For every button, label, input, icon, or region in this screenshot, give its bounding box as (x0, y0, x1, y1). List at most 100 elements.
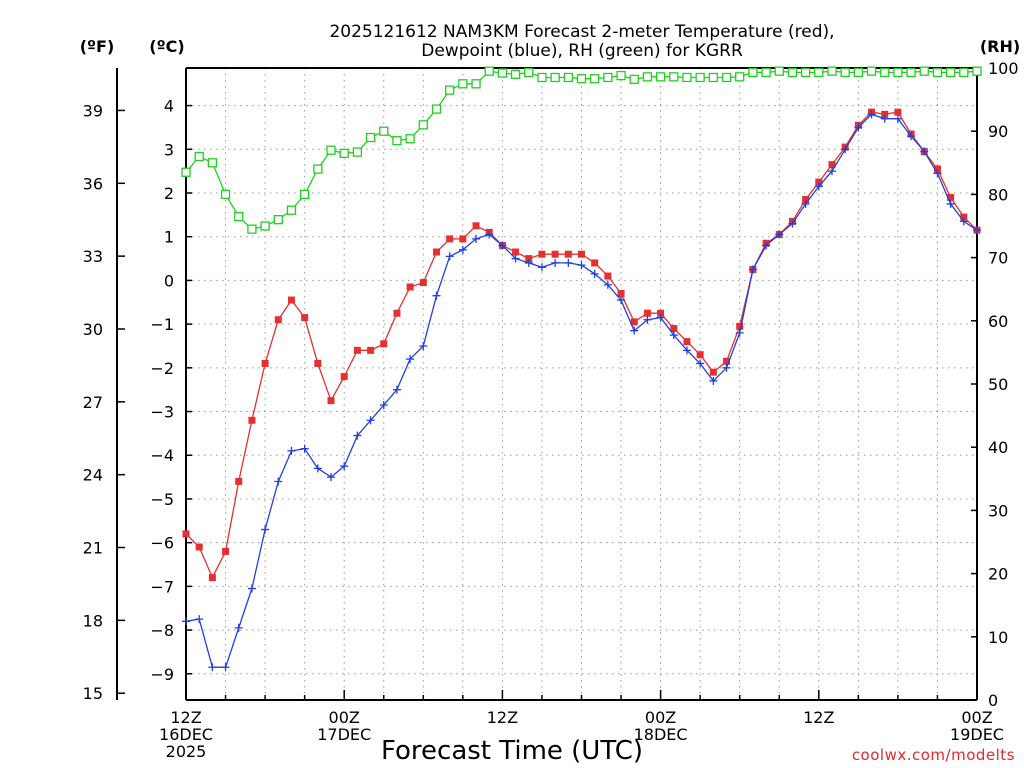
celsius-tick-label: −8 (150, 621, 174, 640)
rh-tick-label: 80 (988, 185, 1008, 204)
temperature-point (419, 279, 427, 287)
rh-point (194, 151, 204, 162)
temperature-point (340, 373, 348, 381)
dewpoint-point (630, 326, 639, 335)
dewpoint-point (880, 114, 889, 123)
rh-line (185, 70, 978, 230)
temperature-point (564, 250, 572, 258)
temperature-point (828, 161, 836, 169)
temperature-point (696, 351, 704, 359)
temperature-point (538, 250, 546, 258)
temperature-point (709, 368, 717, 376)
temperature-point (248, 416, 256, 424)
dewpoint-point (735, 328, 744, 337)
rh-point (510, 69, 521, 79)
celsius-unit-label: (ºC) (149, 37, 184, 56)
rh-point (484, 66, 494, 76)
rh-point (458, 79, 468, 89)
temperature-point (512, 248, 520, 256)
rh-tick-label: 10 (988, 628, 1008, 647)
dewpoint-point (524, 258, 533, 267)
rh-point (761, 67, 771, 78)
temperature-point (551, 250, 559, 258)
dewpoint-point (617, 296, 626, 305)
dewpoint-point (313, 464, 322, 473)
rh-point (497, 68, 508, 78)
rh-point (629, 74, 639, 85)
temperature-point (314, 359, 322, 367)
dewpoint-point (485, 230, 494, 239)
dewpoint-point (854, 123, 863, 132)
celsius-tick-label: 3 (164, 140, 174, 159)
temperature-point (274, 316, 282, 324)
dewpoint-point (643, 315, 652, 324)
x-tick-label: 00Z (645, 708, 676, 727)
dewpoint-point (709, 376, 718, 385)
rh-point (352, 147, 363, 157)
fahrenheit-tick-label: 21 (83, 539, 103, 558)
dewpoint-point (590, 269, 599, 278)
dewpoint-point (208, 663, 217, 672)
celsius-tick-label: 2 (164, 184, 174, 203)
x-tick-label: 12Z (803, 708, 834, 727)
rh-point (590, 74, 600, 84)
rh-point (220, 189, 231, 200)
rh-point (880, 67, 890, 78)
temperature-point (208, 574, 216, 582)
temperature-point (353, 346, 361, 354)
temperature-point (301, 314, 309, 322)
chart-title-line-1: 2025121612 NAM3KM Forecast 2-meter Tempe… (329, 22, 834, 42)
dewpoint-point (392, 385, 401, 394)
dewpoint-point (920, 147, 929, 156)
rh-point (550, 72, 560, 83)
dewpoint-point (537, 263, 546, 272)
temperature-point (657, 309, 665, 317)
dewpoint-point (775, 230, 784, 239)
rh-point (260, 221, 270, 231)
dewpoint-point (498, 241, 507, 250)
temperature-point (630, 318, 638, 326)
dewpoint-point (959, 217, 968, 226)
rh-point (286, 205, 297, 215)
temperature-point (459, 235, 467, 243)
rh-point (392, 136, 402, 146)
rh-point (827, 66, 837, 76)
dewpoint-point (788, 219, 797, 228)
dewpoint-point (247, 584, 256, 593)
temperature-point (643, 309, 651, 317)
celsius-tick-label: −2 (150, 359, 174, 378)
rh-point (669, 72, 679, 82)
dewpoint-point (472, 234, 481, 243)
dewpoint-point (946, 199, 955, 208)
fahrenheit-unit-label: (ºF) (80, 37, 115, 56)
temperature-point (327, 397, 335, 405)
rh-tick-label: 60 (988, 312, 1008, 331)
celsius-tick-label: −4 (150, 446, 174, 465)
rh-point (866, 66, 877, 76)
rh-point (655, 72, 666, 82)
dewpoint-point (973, 226, 981, 235)
dewpoint-point (827, 167, 836, 176)
rh-point (247, 224, 257, 234)
rh-point (959, 67, 969, 78)
rh-unit-label: (RH) (980, 37, 1020, 56)
temperature-point (446, 235, 454, 243)
rh-point (471, 79, 481, 89)
rh-point (787, 67, 798, 78)
dewpoint-point (195, 615, 204, 624)
temperature-point (815, 178, 823, 186)
rh-tick-label: 50 (988, 375, 1008, 394)
dewpoint-point (696, 359, 705, 368)
rh-point (906, 67, 916, 78)
celsius-tick-label: 0 (164, 271, 174, 290)
temperature-point (960, 213, 968, 221)
celsius-tick-label: −7 (150, 577, 174, 596)
celsius-tick-label: −5 (150, 490, 174, 509)
dewpoint-point (669, 331, 678, 340)
temperature-point (683, 338, 691, 346)
rh-point (919, 66, 929, 76)
temperature-point (287, 296, 295, 304)
temperature-point (261, 359, 269, 367)
rh-point (642, 72, 653, 82)
rh-tick-label: 100 (988, 59, 1019, 78)
